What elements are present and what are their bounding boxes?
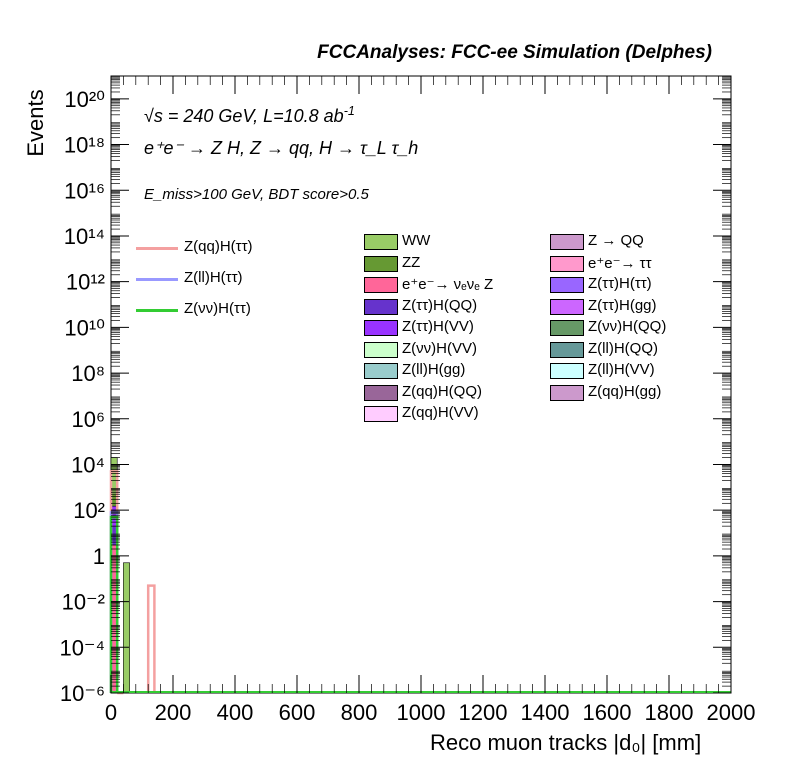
legend-label: Z(qq)H(gg) <box>588 382 662 400</box>
legend-label: Z(νν)H(ττ) <box>184 300 251 317</box>
energy-annotation: √s = 240 GeV, L=10.8 ab-1 <box>144 104 355 127</box>
legend-swatch <box>364 298 398 315</box>
y-tick-label-5: 10⁴ <box>71 452 105 477</box>
y-tick-label-9: 10¹² <box>66 270 105 295</box>
chart-title: FCCAnalyses: FCC-ee Simulation (Delphes) <box>317 42 712 63</box>
x-tick-label-2: 400 <box>217 700 254 725</box>
legend-label: Z(νν)H(QQ) <box>588 318 667 335</box>
legend-swatch <box>364 406 398 422</box>
x-tick-label-1: 200 <box>155 700 192 725</box>
legend-swatch <box>550 298 584 315</box>
legend-label: Z(qq)H(ττ) <box>184 238 253 255</box>
legend-label: e⁺e⁻→ ττ <box>588 254 652 272</box>
y-axis-label: Events <box>23 89 48 157</box>
legend-swatch <box>136 278 178 281</box>
legend-label: Z(ττ)H(ττ) <box>588 275 652 292</box>
x-tick-label-7: 1400 <box>521 700 570 725</box>
x-tick-label-6: 1200 <box>459 700 508 725</box>
legend-swatch <box>550 363 584 379</box>
y-tick-label-13: 10²⁰ <box>64 87 105 112</box>
energy-sup: -1 <box>343 104 355 118</box>
legend-label: Z(νν)H(VV) <box>402 339 477 357</box>
legend-label: Z(ττ)H(gg) <box>588 296 657 314</box>
legend-swatch <box>364 320 398 336</box>
legend-label: Z → QQ <box>588 232 644 249</box>
x-tick-label-0: 0 <box>105 700 117 725</box>
legend-swatch <box>550 320 584 336</box>
legend-swatch <box>550 234 584 250</box>
legend-swatch <box>364 341 398 358</box>
cut-annotation: E_miss>100 GeV, BDT score>0.5 <box>144 186 369 203</box>
legend-swatch <box>136 247 178 250</box>
legend-swatch <box>550 255 584 272</box>
y-tick-label-11: 10¹⁶ <box>64 178 105 203</box>
legend-label: Z(ll)H(VV) <box>588 361 655 378</box>
y-tick-label-7: 10⁸ <box>71 361 105 386</box>
y-tick-label-3: 1 <box>93 544 105 569</box>
legend-swatch <box>364 277 398 293</box>
legend-label: Z(ll)H(gg) <box>402 361 466 378</box>
legend-label: Z(ll)H(QQ) <box>588 339 658 357</box>
y-tick-label-12: 10¹⁸ <box>64 133 105 158</box>
y-tick-label-4: 10² <box>73 498 105 523</box>
x-tick-label-4: 800 <box>341 700 378 725</box>
legend-label: Z(ll)H(ττ) <box>184 269 243 286</box>
legend-label: WW <box>402 232 431 249</box>
legend-swatch <box>364 363 398 379</box>
x-tick-label-3: 600 <box>279 700 316 725</box>
x-axis-label: Reco muon tracks |d₀| [mm] <box>430 730 702 755</box>
legend-swatch <box>550 277 584 293</box>
legend-label: ZZ <box>402 253 421 271</box>
y-tick-label-6: 10⁶ <box>71 407 105 432</box>
legend-label: Z(ττ)H(QQ) <box>402 296 478 314</box>
legend-swatch <box>136 309 178 312</box>
x-tick-label-9: 1800 <box>645 700 694 725</box>
y-tick-label-0: 10⁻⁶ <box>60 681 105 706</box>
energy-text: √s = 240 GeV, L=10.8 ab <box>144 106 344 126</box>
bar-WW-1 <box>123 562 130 694</box>
legend-swatch <box>550 341 584 358</box>
process-annotation: e⁺e⁻ → Z H, Z → qq, H → τ_L τ_h <box>144 138 419 158</box>
y-tick-label-8: 10¹⁰ <box>64 315 105 340</box>
y-tick-label-10: 10¹⁴ <box>64 224 105 249</box>
x-tick-label-8: 1600 <box>583 700 632 725</box>
legend-swatch <box>364 234 398 250</box>
legend-swatch <box>550 384 584 401</box>
y-tick-label-2: 10⁻² <box>62 590 105 615</box>
legend-swatch <box>364 384 398 401</box>
legend-label: e⁺e⁻→ νₑνₑ Z <box>402 276 494 293</box>
legend-label: Z(qq)H(QQ) <box>402 382 482 400</box>
x-tick-label-5: 1000 <box>397 700 446 725</box>
y-tick-label-1: 10⁻⁴ <box>59 635 105 660</box>
legend-label: Z(ττ)H(VV) <box>402 318 474 335</box>
legend-label: Z(qq)H(VV) <box>402 404 479 421</box>
legend-swatch <box>364 255 398 272</box>
x-tick-label-10: 2000 <box>707 700 756 725</box>
